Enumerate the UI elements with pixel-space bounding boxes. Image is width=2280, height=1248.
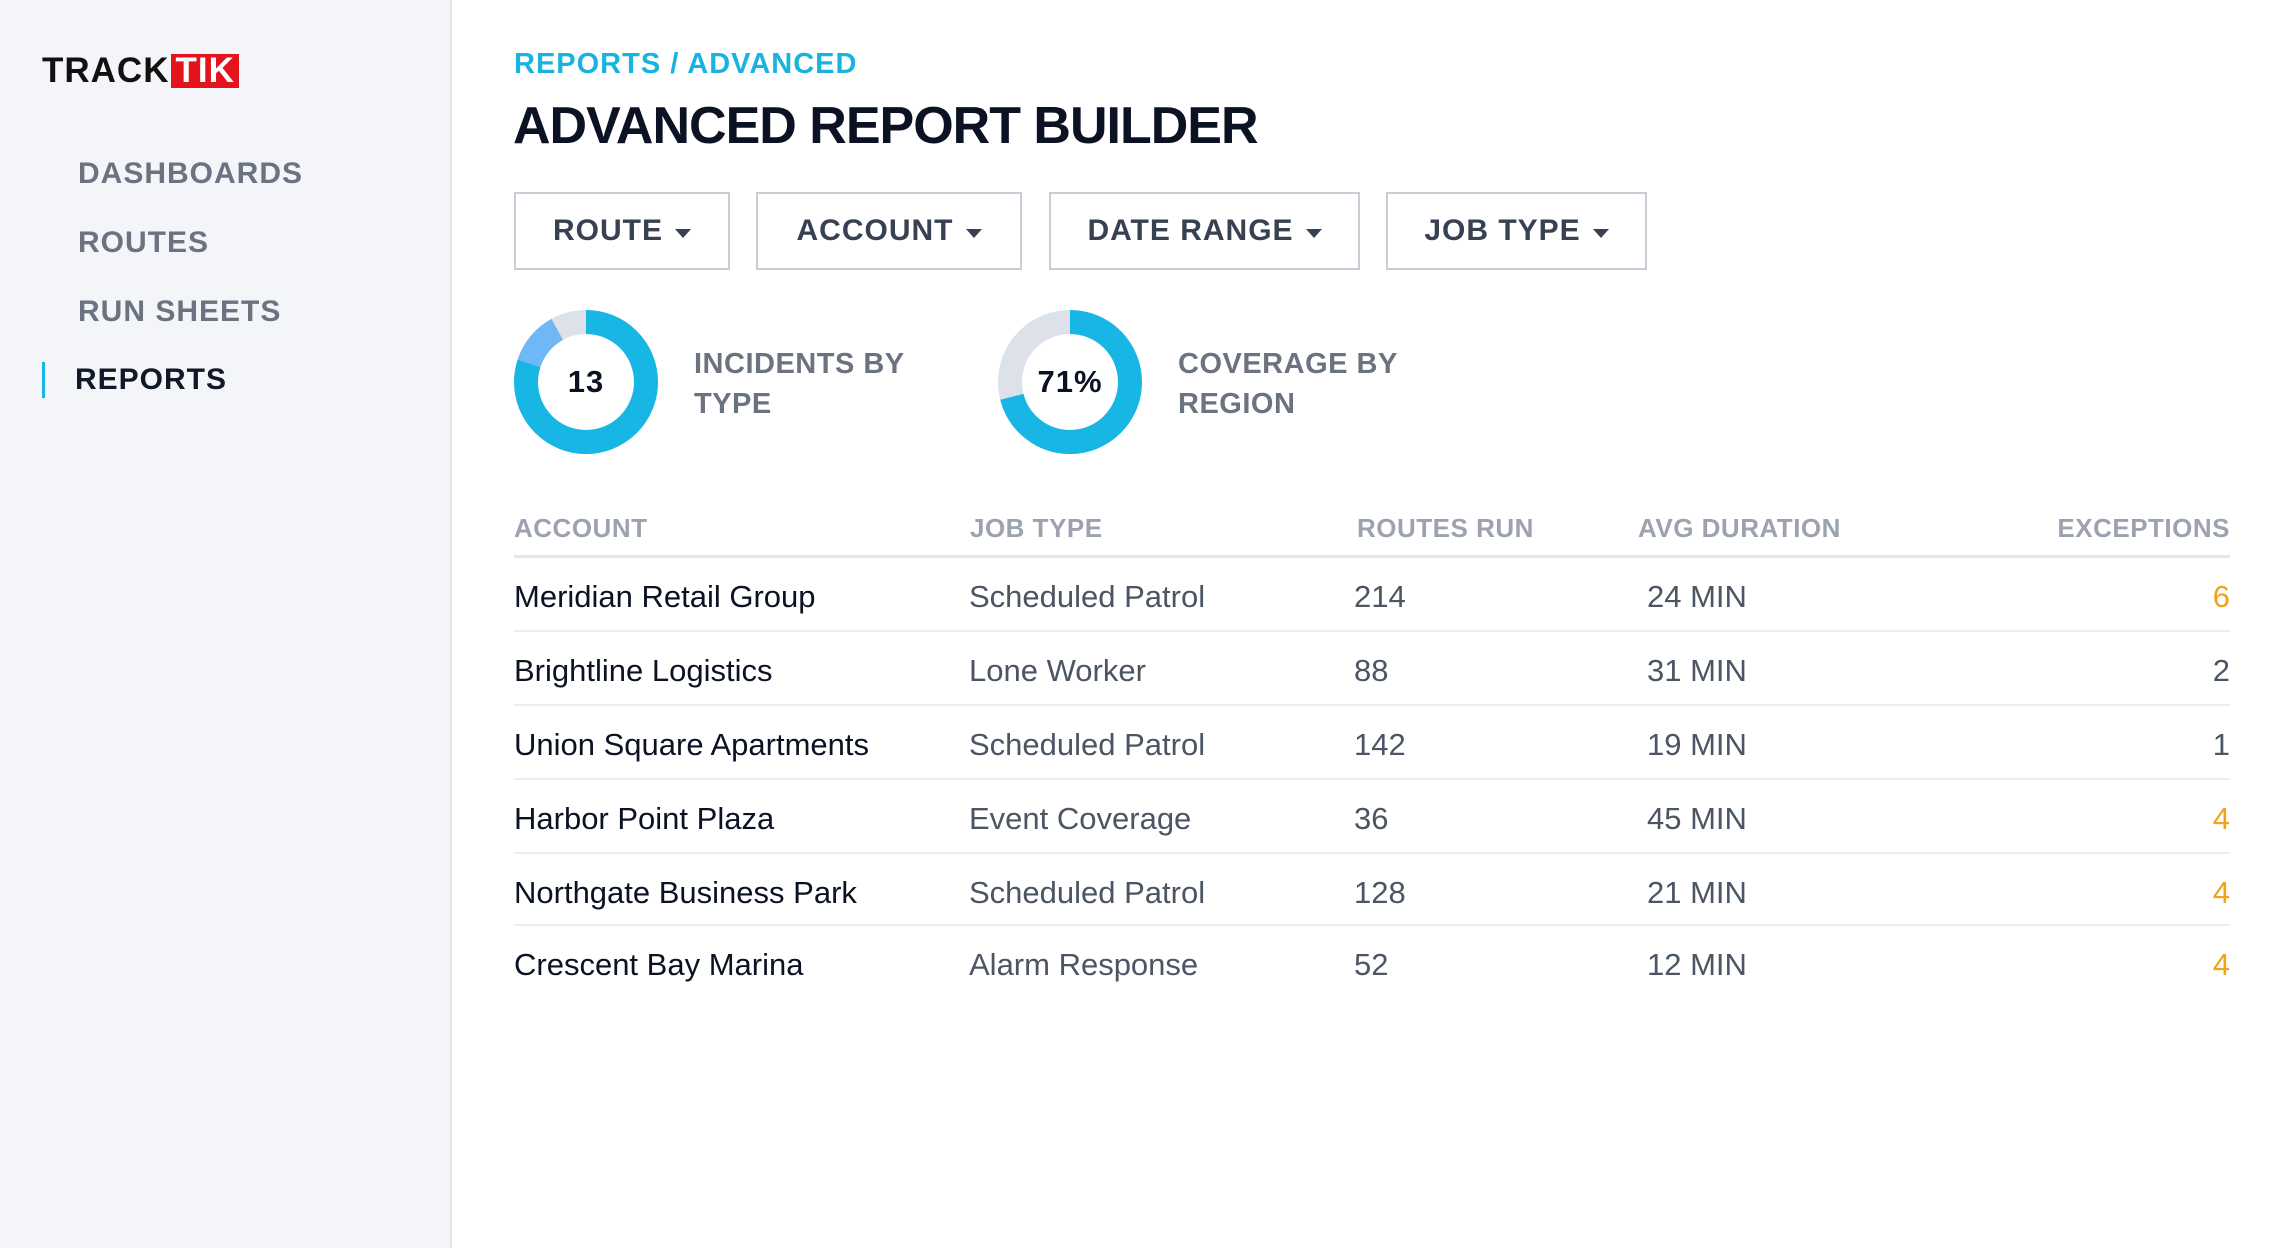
tracktik-logo[interactable]: TRACK TIK bbox=[42, 51, 239, 90]
routes-run-cell: 52 bbox=[1354, 947, 1389, 982]
account-cell: Meridian Retail Group bbox=[514, 579, 816, 614]
sidebar-item-reports[interactable]: REPORTS bbox=[75, 363, 228, 396]
job-type-cell: Scheduled Patrol bbox=[969, 875, 1206, 910]
page-title: ADVANCED REPORT BUILDER bbox=[513, 97, 1259, 155]
avg-duration-cell: 24 MIN bbox=[1647, 579, 1747, 614]
job-type-cell: Lone Worker bbox=[969, 653, 1146, 688]
column-header-exceptions[interactable]: EXCEPTIONS bbox=[2057, 513, 2230, 543]
donut-primary-segment bbox=[514, 310, 658, 454]
exceptions-cell: 4 bbox=[2212, 801, 2230, 836]
job-type-cell: Scheduled Patrol bbox=[969, 579, 1206, 614]
sidebar-item-dashboards[interactable]: DASHBOARDS bbox=[78, 157, 304, 190]
sidebar: TRACK TIK DASHBOARDS ROUTES RUN SHEETS RE… bbox=[0, 0, 452, 1248]
incidents-count: 13 bbox=[567, 364, 605, 399]
job-type-filter-dropdown[interactable]: JOB TYPE bbox=[1386, 192, 1647, 270]
avg-duration-cell: 19 MIN bbox=[1647, 727, 1747, 762]
avg-duration-cell: 21 MIN bbox=[1647, 875, 1747, 910]
table-row[interactable]: Meridian Retail Group Scheduled Patrol 2… bbox=[514, 558, 2230, 632]
table-row[interactable]: Union Square Apartments Scheduled Patrol… bbox=[514, 706, 2230, 780]
sidebar-item-run-sheets[interactable]: RUN SHEETS bbox=[78, 295, 282, 328]
avg-duration-cell: 31 MIN bbox=[1647, 653, 1747, 688]
account-cell: Union Square Apartments bbox=[514, 727, 869, 762]
coverage-percent: 71% bbox=[1037, 364, 1103, 399]
job-type-filter-label: JOB TYPE bbox=[1424, 214, 1581, 247]
coverage-by-region-label: COVERAGE BY REGION bbox=[1178, 348, 1398, 420]
date-range-filter-label: DATE RANGE bbox=[1087, 214, 1294, 247]
coverage-donut-chart bbox=[998, 310, 1142, 454]
table-header: ACCOUNT JOB TYPE ROUTES RUN AVG DURATION… bbox=[514, 508, 2230, 558]
breadcrumb[interactable]: REPORTS / ADVANCED bbox=[514, 48, 858, 80]
chevron-down-icon bbox=[1592, 228, 1609, 238]
exceptions-cell: 1 bbox=[2212, 727, 2230, 762]
incidents-donut-chart bbox=[514, 310, 658, 454]
account-cell: Harbor Point Plaza bbox=[514, 801, 775, 836]
logo-tik-text: TIK bbox=[171, 53, 239, 88]
column-header-routes-run[interactable]: ROUTES RUN bbox=[1357, 513, 1534, 543]
exceptions-cell: 4 bbox=[2212, 947, 2230, 982]
chevron-down-icon bbox=[965, 228, 982, 238]
column-header-avg-duration[interactable]: AVG DURATION bbox=[1638, 513, 1841, 543]
exceptions-cell: 4 bbox=[2212, 875, 2230, 910]
table-row[interactable]: Brightline Logistics Lone Worker 88 31 M… bbox=[514, 632, 2230, 706]
route-filter-label: ROUTE bbox=[553, 214, 663, 247]
job-type-cell: Alarm Response bbox=[969, 947, 1199, 982]
job-type-cell: Scheduled Patrol bbox=[969, 727, 1206, 762]
routes-run-cell: 142 bbox=[1354, 727, 1406, 762]
account-filter-label: ACCOUNT bbox=[796, 214, 954, 247]
sidebar-item-routes[interactable]: ROUTES bbox=[78, 226, 210, 259]
route-filter-dropdown[interactable]: ROUTE bbox=[514, 192, 730, 270]
account-cell: Brightline Logistics bbox=[514, 653, 773, 688]
avg-duration-cell: 12 MIN bbox=[1647, 947, 1747, 982]
routes-run-cell: 214 bbox=[1354, 579, 1406, 614]
table-row[interactable]: Crescent Bay Marina Alarm Response 52 12… bbox=[514, 926, 2230, 1000]
active-nav-indicator bbox=[42, 362, 45, 398]
logo-track-text: TRACK bbox=[42, 51, 170, 90]
exceptions-cell: 2 bbox=[2212, 653, 2230, 688]
routes-run-cell: 36 bbox=[1354, 801, 1389, 836]
avg-duration-cell: 45 MIN bbox=[1647, 801, 1747, 836]
donut-primary-segment bbox=[998, 310, 1142, 454]
routes-run-cell: 128 bbox=[1354, 875, 1406, 910]
column-header-account[interactable]: ACCOUNT bbox=[514, 513, 648, 543]
chevron-down-icon bbox=[675, 228, 691, 238]
routes-run-cell: 88 bbox=[1354, 653, 1389, 688]
account-cell: Northgate Business Park bbox=[514, 875, 857, 910]
account-filter-dropdown[interactable]: ACCOUNT bbox=[756, 192, 1022, 270]
job-type-cell: Event Coverage bbox=[969, 801, 1192, 836]
exceptions-cell: 6 bbox=[2212, 579, 2230, 614]
column-header-job-type[interactable]: JOB TYPE bbox=[970, 513, 1103, 543]
date-range-filter-dropdown[interactable]: DATE RANGE bbox=[1049, 192, 1360, 270]
account-cell: Crescent Bay Marina bbox=[514, 947, 804, 982]
chevron-down-icon bbox=[1305, 228, 1322, 238]
table-row[interactable]: Harbor Point Plaza Event Coverage 36 45 … bbox=[514, 780, 2230, 854]
table-row[interactable]: Northgate Business Park Scheduled Patrol… bbox=[514, 854, 2230, 926]
incidents-by-type-label: INCIDENTS BY TYPE bbox=[694, 348, 905, 420]
report-table: ACCOUNT JOB TYPE ROUTES RUN AVG DURATION… bbox=[514, 508, 2230, 1000]
